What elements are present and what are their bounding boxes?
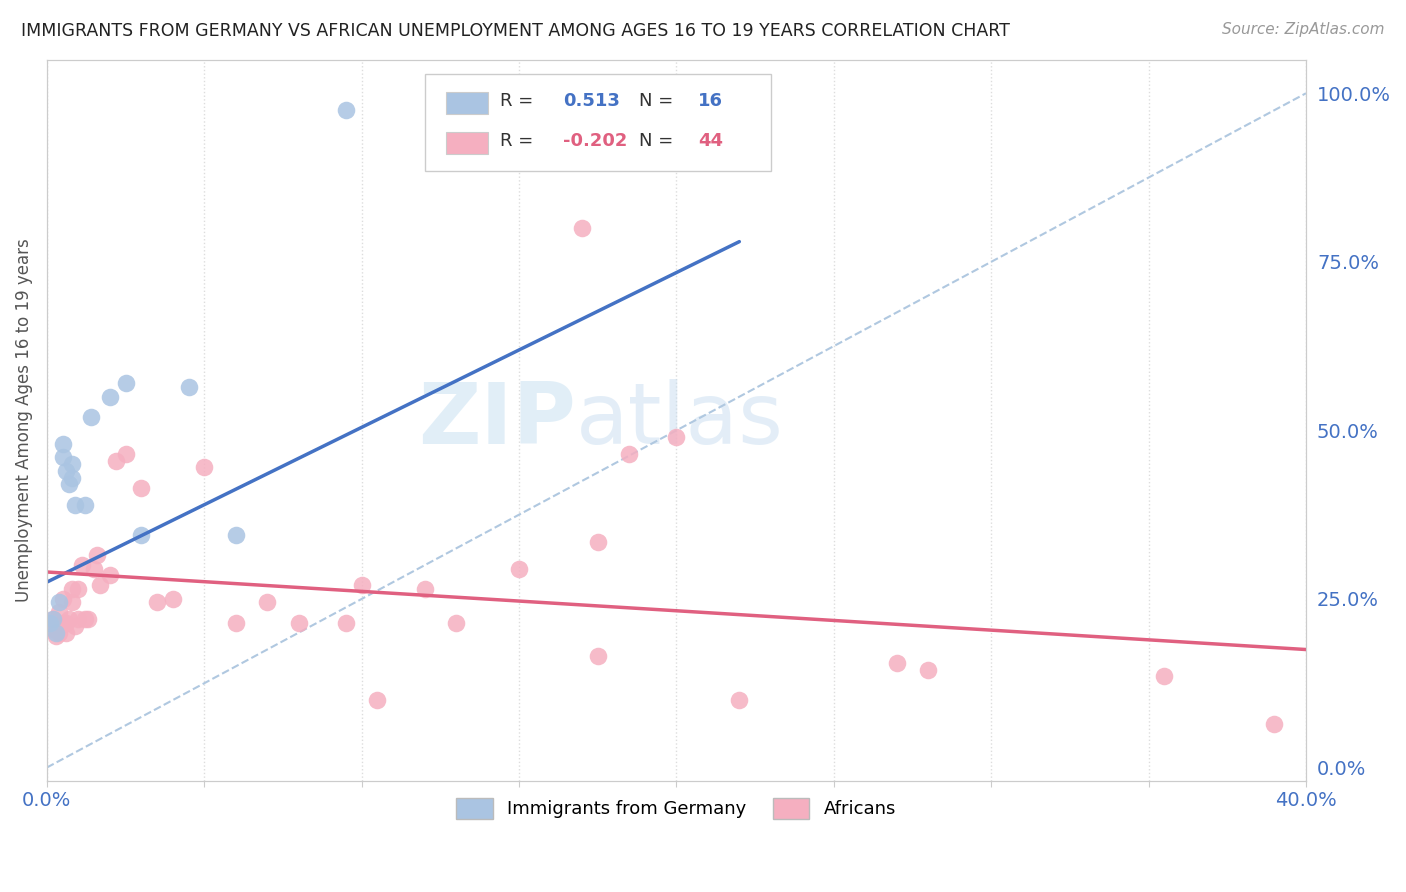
Point (52, 591, 75, 606)
Point (48, 625, 70, 640)
Point (48, 595, 70, 609)
Point (131, 481, 153, 495)
Point (58, 612, 80, 626)
Point (73, 612, 96, 626)
Point (335, 615, 357, 630)
Point (335, 103, 357, 118)
Point (917, 663, 939, 677)
Point (413, 582, 436, 596)
Point (665, 430, 688, 444)
Point (76, 612, 98, 626)
Point (52, 450, 75, 465)
Point (39, 615, 62, 630)
Text: atlas: atlas (575, 379, 783, 462)
FancyBboxPatch shape (425, 74, 770, 171)
Point (67, 612, 90, 626)
Point (63, 498, 86, 512)
Point (98, 568, 121, 582)
Point (80, 409, 103, 424)
Point (52, 615, 75, 630)
Point (73, 498, 96, 512)
Point (146, 595, 169, 609)
Point (48, 606, 70, 620)
Point (60, 470, 83, 484)
Point (60, 457, 83, 471)
Point (42, 612, 65, 626)
Point (193, 460, 215, 475)
Point (42, 622, 65, 636)
Point (586, 649, 609, 664)
Point (89, 578, 111, 592)
Point (256, 595, 278, 609)
Point (105, 454, 128, 468)
Text: Source: ZipAtlas.com: Source: ZipAtlas.com (1222, 22, 1385, 37)
Point (39, 615, 62, 630)
Text: -0.202: -0.202 (562, 132, 627, 150)
Point (45, 619, 67, 633)
Point (45, 629, 67, 643)
Point (617, 447, 640, 461)
Point (1263, 716, 1285, 731)
Point (52, 437, 75, 451)
Point (131, 528, 153, 542)
Point (225, 528, 247, 542)
Point (86, 548, 108, 562)
Point (67, 582, 90, 596)
Point (225, 615, 247, 630)
Point (586, 534, 609, 549)
Point (98, 390, 121, 404)
Y-axis label: Unemployment Among Ages 16 to 19 years: Unemployment Among Ages 16 to 19 years (15, 238, 32, 602)
Point (444, 615, 467, 630)
Point (177, 379, 200, 393)
Point (366, 693, 388, 707)
Point (728, 693, 751, 707)
Point (58, 477, 80, 491)
Point (55, 615, 77, 630)
Text: 0.513: 0.513 (562, 92, 620, 110)
Text: R =: R = (501, 92, 538, 110)
Point (571, 221, 593, 235)
Text: N =: N = (638, 132, 679, 150)
Point (1153, 669, 1175, 683)
Point (350, 578, 373, 592)
Text: R =: R = (501, 132, 538, 150)
Point (508, 561, 530, 575)
Point (45, 625, 67, 640)
Point (162, 591, 184, 606)
Text: ZIP: ZIP (418, 379, 575, 462)
Point (60, 582, 83, 596)
Point (63, 619, 86, 633)
Point (60, 595, 83, 609)
FancyBboxPatch shape (446, 92, 488, 113)
Point (70, 558, 93, 573)
Point (114, 447, 136, 461)
FancyBboxPatch shape (446, 132, 488, 154)
Text: 44: 44 (697, 132, 723, 150)
Point (114, 376, 136, 391)
Text: 16: 16 (697, 92, 723, 110)
Point (55, 625, 77, 640)
Point (42, 612, 65, 626)
Legend: Immigrants from Germany, Africans: Immigrants from Germany, Africans (450, 791, 904, 826)
Point (55, 464, 77, 478)
Point (287, 615, 309, 630)
Point (83, 561, 105, 575)
Text: N =: N = (638, 92, 679, 110)
Point (886, 656, 908, 670)
Text: IMMIGRANTS FROM GERMANY VS AFRICAN UNEMPLOYMENT AMONG AGES 16 TO 19 YEARS CORREL: IMMIGRANTS FROM GERMANY VS AFRICAN UNEMP… (21, 22, 1010, 40)
